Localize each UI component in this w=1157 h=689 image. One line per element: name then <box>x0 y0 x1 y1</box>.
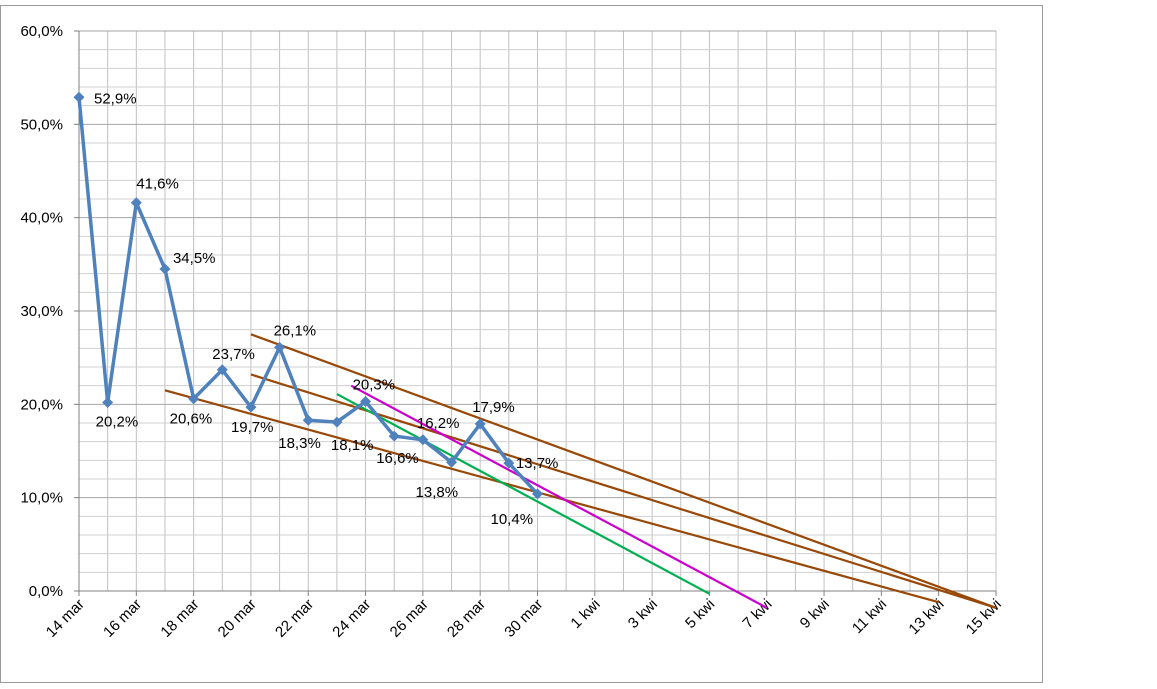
data-point-marker <box>216 364 228 376</box>
data-labels: 52,9% 20,2% 41,6% 34,5% 20,6% 23,7% 19,7% 26,1%… <box>94 90 558 528</box>
data-point-marker <box>274 341 286 353</box>
data-label: 18,1% <box>331 437 374 454</box>
trend-line <box>350 384 768 609</box>
y-tick-label: 20,0% <box>20 396 63 413</box>
data-label: 16,6% <box>376 450 419 467</box>
y-tick-label: 0,0% <box>29 583 63 600</box>
x-tick-label: 7 kwi <box>739 596 775 632</box>
trend-line <box>164 389 939 604</box>
x-tick-label: 5 kwi <box>682 596 718 632</box>
data-label: 13,8% <box>416 484 459 501</box>
data-point-marker <box>360 396 372 408</box>
x-tick-label: 30 mar <box>501 596 546 641</box>
data-label: 26,1% <box>274 322 317 339</box>
data-point-marker <box>188 393 200 405</box>
x-tick-label: 22 mar <box>272 596 317 641</box>
data-point-marker <box>417 434 429 446</box>
x-tick-label: 11 kwi <box>849 596 890 637</box>
data-label: 41,6% <box>136 176 179 193</box>
data-label: 20,2% <box>96 413 139 430</box>
data-point-marker <box>302 414 314 426</box>
data-point-marker <box>130 197 142 209</box>
data-series <box>73 91 543 500</box>
trend-line <box>250 333 997 609</box>
data-label: 23,7% <box>212 346 255 363</box>
x-tick-label: 13 kwi <box>905 596 947 638</box>
data-point-marker <box>446 456 458 468</box>
y-tick-label: 40,0% <box>20 210 63 227</box>
x-axis-ticks: 14 mar 16 mar 18 mar 20 mar 22 mar 24 mar 26 m… <box>43 591 1005 641</box>
data-label: 13,7% <box>516 455 559 472</box>
data-label: 20,6% <box>170 411 213 428</box>
data-point-marker <box>388 430 400 442</box>
data-label: 10,4% <box>491 511 534 528</box>
data-label: 16,2% <box>417 415 460 432</box>
data-label: 18,3% <box>278 435 321 452</box>
data-label: 17,9% <box>472 399 515 416</box>
chart-frame <box>0 5 1043 683</box>
x-tick-label: 28 mar <box>444 596 489 641</box>
y-axis-ticks: 0,0% 10,0% 20,0% 30,0% 40,0% 50,0% 60,0% <box>20 23 79 600</box>
y-tick-label: 30,0% <box>20 303 63 320</box>
data-point-marker <box>245 401 257 413</box>
trend-line <box>336 393 710 595</box>
y-tick-label: 60,0% <box>20 23 63 40</box>
x-tick-label: 9 kwi <box>797 596 833 632</box>
data-label: 19,7% <box>231 419 274 436</box>
x-tick-label: 24 mar <box>329 596 374 641</box>
x-tick-label: 1 kwi <box>567 596 603 632</box>
x-tick-label: 15 kwi <box>963 596 1005 638</box>
data-label: 52,9% <box>94 90 137 107</box>
y-tick-label: 10,0% <box>20 490 63 507</box>
data-point-marker <box>532 488 543 500</box>
x-tick-label: 16 mar <box>100 596 145 641</box>
data-point-marker <box>331 416 343 428</box>
data-label: 34,5% <box>173 250 216 267</box>
x-tick-label: 14 mar <box>43 596 88 641</box>
data-point-marker <box>102 396 114 408</box>
data-point-marker <box>503 457 515 469</box>
x-tick-label: 20 mar <box>215 596 260 641</box>
x-tick-label: 18 mar <box>157 596 202 641</box>
x-tick-label: 26 mar <box>387 596 432 641</box>
data-label: 20,3% <box>353 377 396 394</box>
data-point-marker <box>474 418 486 430</box>
y-tick-label: 50,0% <box>20 116 63 133</box>
data-point-marker <box>73 91 85 103</box>
data-point-marker <box>159 263 171 275</box>
x-tick-label: 3 kwi <box>625 596 661 632</box>
gridlines <box>79 30 997 591</box>
